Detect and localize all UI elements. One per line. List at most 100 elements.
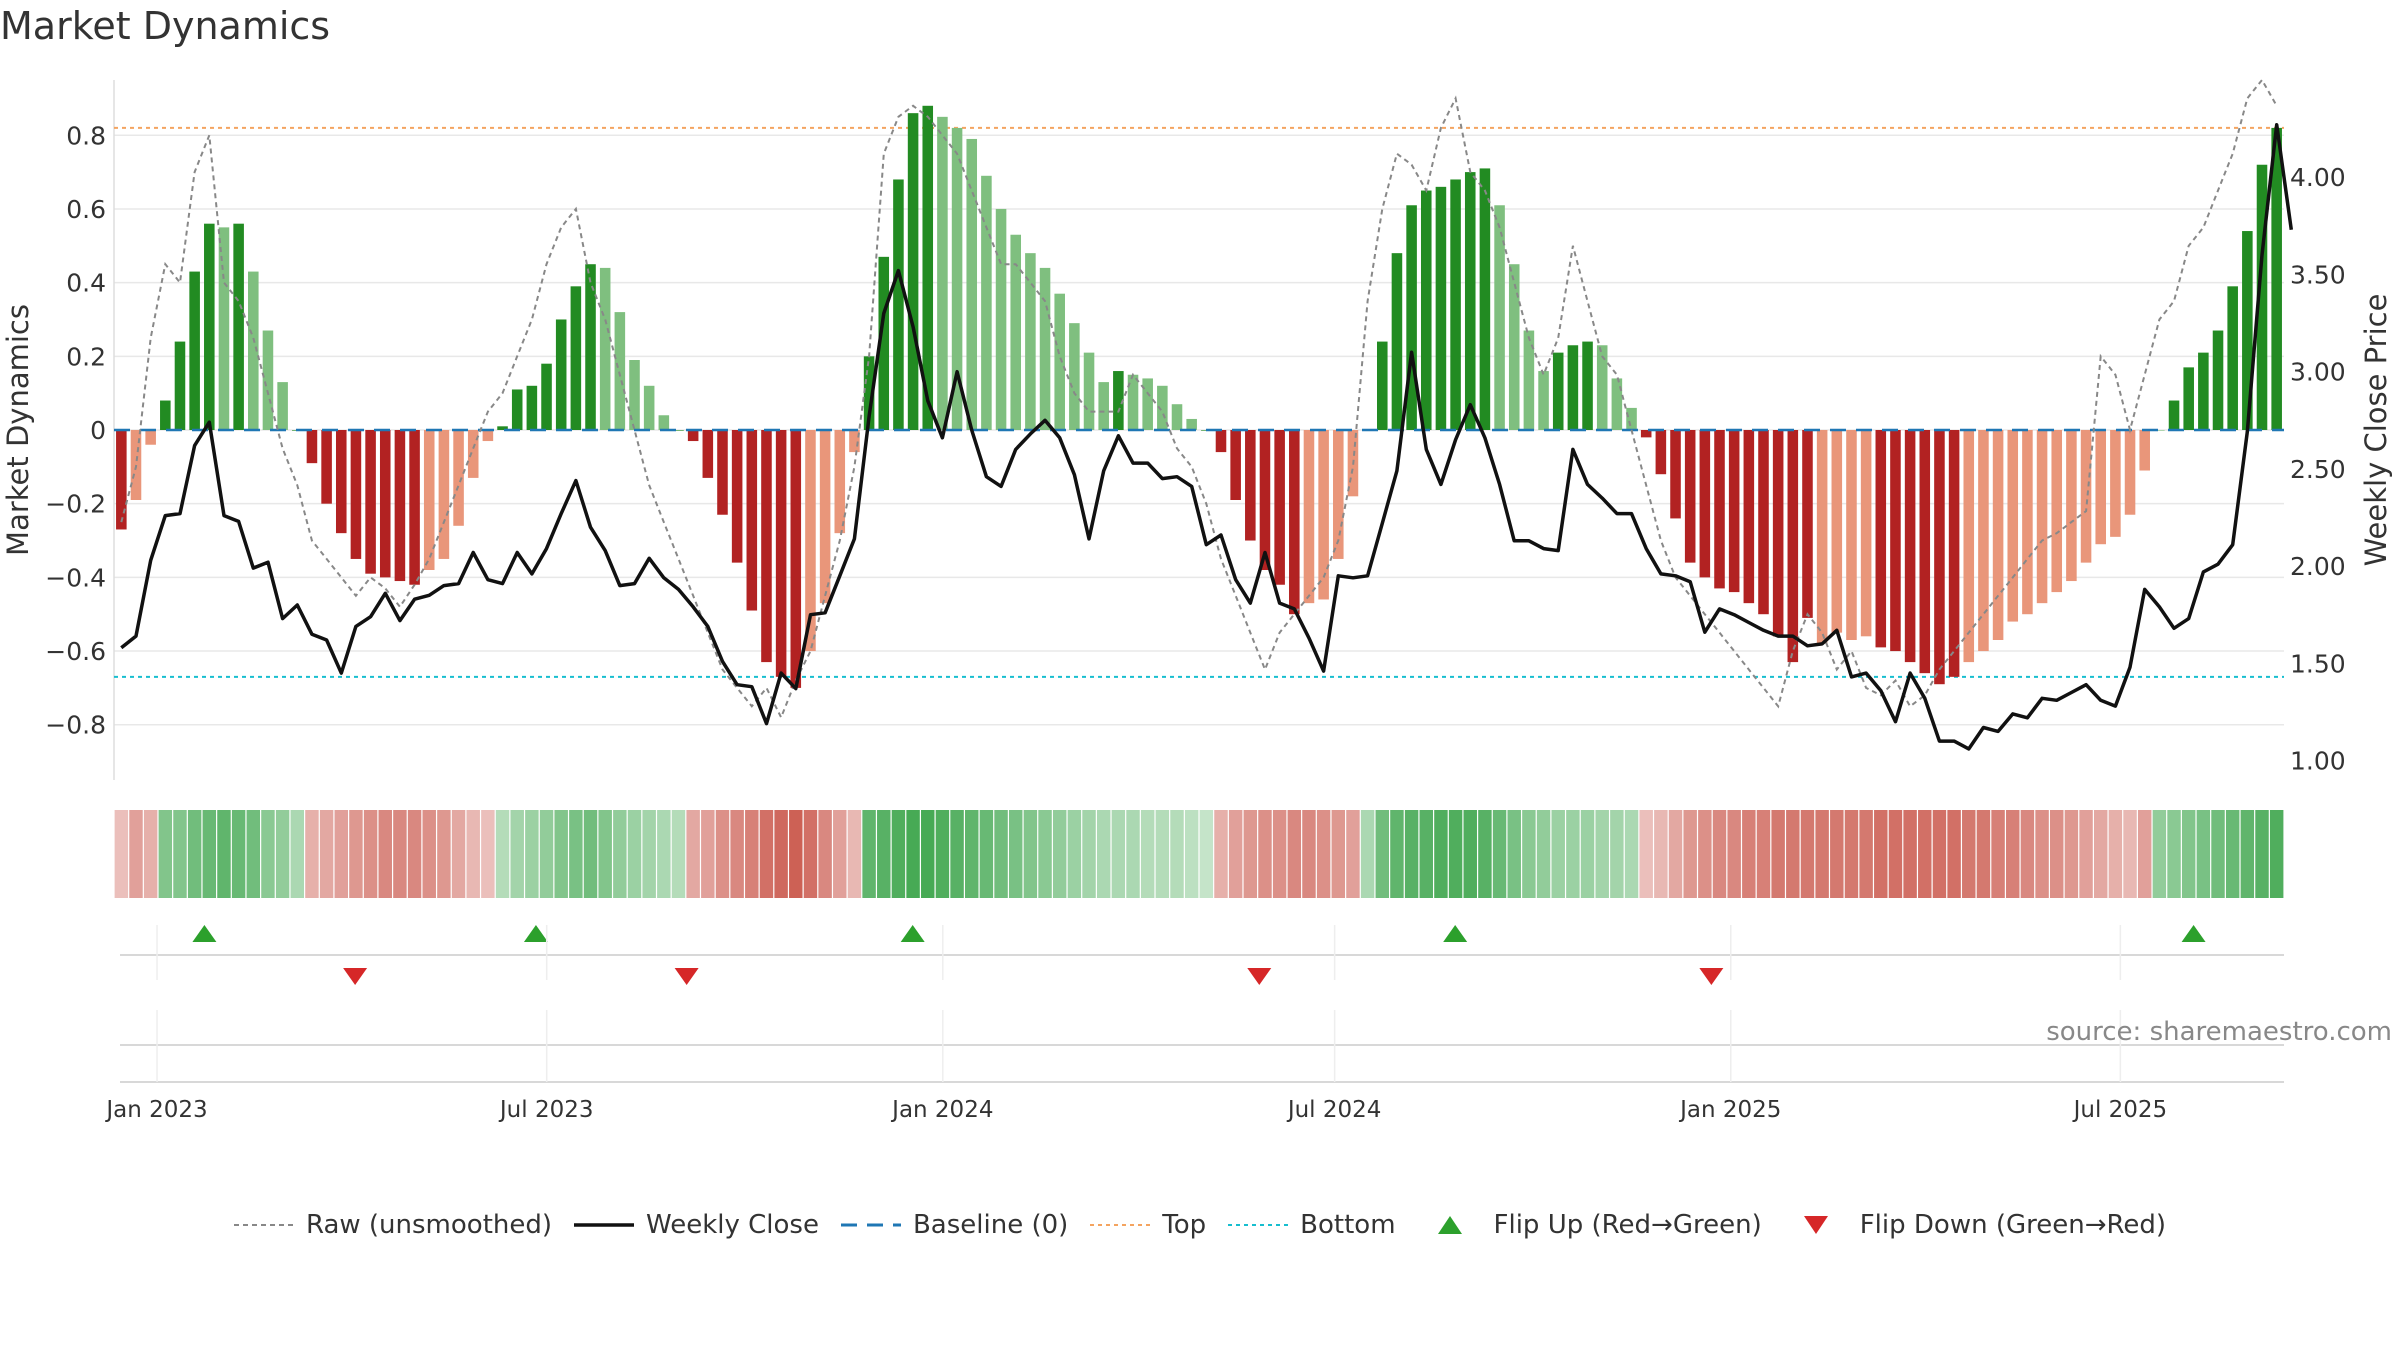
bar (160, 400, 171, 430)
regime-cell (1404, 810, 1419, 898)
regime-cell (906, 810, 920, 898)
bar (1303, 430, 1315, 604)
legend-item-top: Top (1090, 1210, 1206, 1240)
bar (966, 138, 978, 430)
y2-tick-label: 3.50 (2290, 260, 2346, 289)
regime-cell (774, 810, 788, 898)
legend-swatch-top (1090, 1224, 1151, 1226)
legend: Raw (unsmoothed) Weekly Close Baseline (… (0, 1210, 2400, 1240)
regime-cell (657, 810, 671, 898)
y2-tick-label: 3.00 (2290, 358, 2346, 387)
regime-cell (2108, 810, 2123, 898)
regime-cell (2093, 810, 2108, 898)
bar (819, 430, 831, 604)
legend-swatch-raw (233, 1224, 294, 1226)
bar (350, 430, 362, 559)
bar (218, 227, 230, 430)
bar (1230, 430, 1241, 500)
y-tick-label: 0 (90, 416, 106, 445)
bar (2242, 231, 2253, 430)
bar (1670, 430, 1681, 519)
flip-down-marker (1247, 968, 1272, 985)
bar (1582, 341, 1593, 430)
regime-cell (2167, 810, 2181, 898)
x-tick-label: Jan 2024 (890, 1097, 993, 1123)
regime-cell (1111, 810, 1126, 898)
bar (995, 208, 1007, 430)
regime-cell (1536, 810, 1551, 898)
regime-cell (1859, 810, 1873, 898)
regime-cell (451, 810, 466, 898)
regime-cell (715, 810, 730, 898)
y-axis-label-right: Weekly Close Price (2359, 294, 2393, 567)
y-tick-label: −0.6 (45, 637, 106, 666)
raw-series (120, 78, 2278, 720)
regime-cell (862, 810, 876, 898)
bar (2110, 430, 2121, 537)
bar (1435, 186, 1447, 430)
bar (2080, 430, 2092, 563)
regime-cell (1140, 810, 1155, 898)
bar (306, 430, 318, 464)
bar (1743, 430, 1755, 604)
bar (1054, 293, 1065, 430)
regime-cell (1052, 810, 1067, 898)
regime-cell (129, 810, 143, 898)
bar (834, 430, 846, 534)
regime-cell (1170, 810, 1184, 898)
bar (937, 116, 948, 430)
legend-label-baseline: Baseline (0) (912, 1210, 1069, 1240)
bar (409, 430, 420, 585)
weekly-close-line (120, 122, 2294, 751)
regime-cell (1727, 810, 1741, 898)
y2-tick-label: 1.00 (2290, 747, 2346, 776)
bar (1025, 253, 1036, 430)
regime-cell (1375, 810, 1390, 898)
regime-cell (2255, 810, 2269, 898)
regime-cell (965, 810, 979, 898)
regime-cell (847, 810, 862, 898)
legend-item-bottom: Bottom (1228, 1210, 1396, 1240)
bar (1127, 374, 1139, 430)
regime-cell (231, 810, 246, 898)
source-credit: source: sharemaestro.com (2046, 1017, 2392, 1047)
y-tick-label: 0.2 (66, 342, 106, 371)
regime-cell (1962, 810, 1976, 898)
y2-tick-label: 4.00 (2290, 163, 2346, 192)
regime-cell (979, 810, 994, 898)
bar (2124, 430, 2136, 515)
bar (555, 319, 567, 430)
regime-cell (598, 810, 612, 898)
regime-cell (1507, 810, 1521, 898)
regime-cell (114, 810, 129, 898)
regime-cell (1492, 810, 1507, 898)
bar (1992, 430, 2004, 640)
bar (1450, 179, 1461, 430)
legend-label-close: Weekly Close (646, 1210, 819, 1240)
regime-cell (261, 810, 275, 898)
bar (1655, 430, 1667, 475)
regime-cell (1903, 810, 1917, 898)
bar (1802, 430, 1813, 618)
regime-cell (803, 810, 818, 898)
x-tick-label: Jan 2023 (104, 1097, 207, 1123)
bar (1420, 190, 1432, 430)
regime-cell (1888, 810, 1903, 898)
bar (805, 430, 816, 652)
regime-cell (1478, 810, 1492, 898)
regime-cell (1214, 810, 1228, 898)
regime-cell (539, 810, 554, 898)
bar (1157, 385, 1168, 430)
x-tick-label: Jul 2025 (2072, 1097, 2168, 1123)
regime-cell (1199, 810, 1214, 898)
bar (1245, 430, 1256, 541)
bar (790, 430, 802, 688)
regime-cell (1331, 810, 1346, 898)
bar (849, 430, 860, 453)
flip-up-marker (1443, 925, 1468, 942)
bar (204, 223, 215, 430)
regime-cell (1830, 810, 1844, 898)
regime-cell (891, 810, 906, 898)
